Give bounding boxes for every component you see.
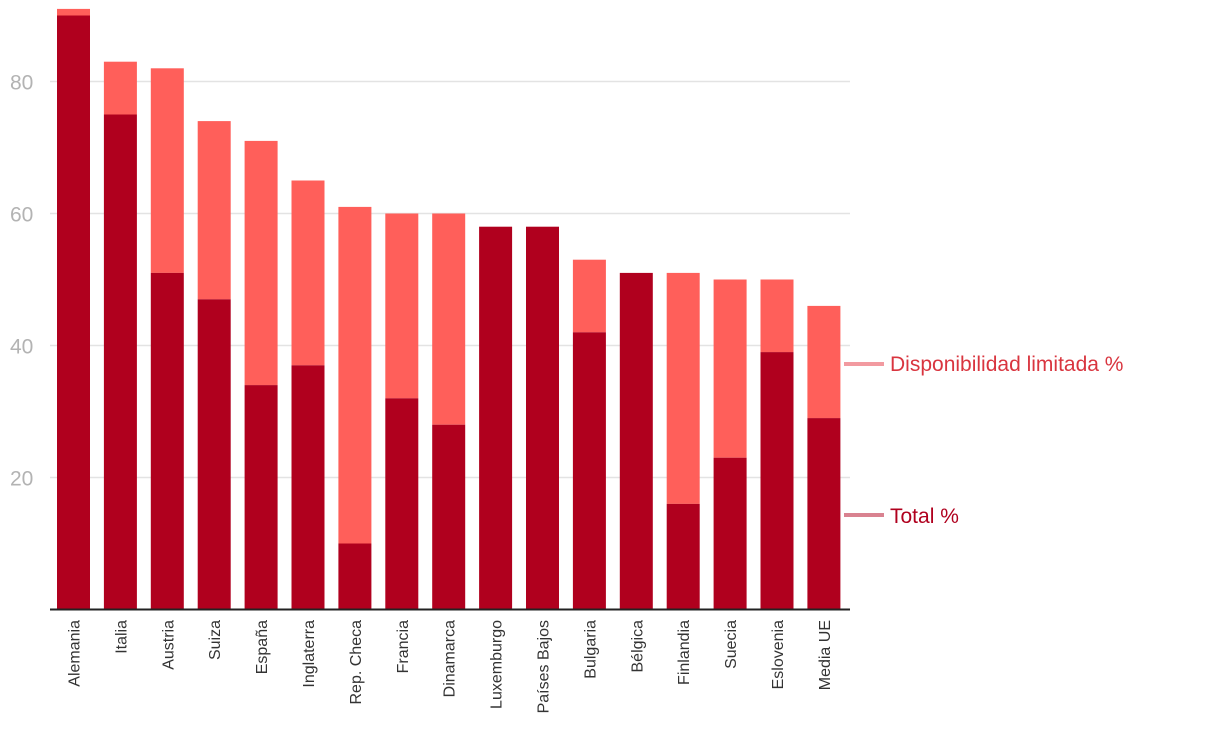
- bar-total-13: [666, 503, 700, 610]
- x-tick-label-4: España: [254, 620, 271, 674]
- bar-total-11: [572, 332, 606, 610]
- y-tick-label-80: 80: [10, 72, 33, 95]
- y-tick-label-20: 20: [10, 468, 33, 491]
- bar-limited-5: [291, 180, 325, 366]
- x-tick-label-11: Bulgaria: [582, 620, 599, 679]
- x-tick-label-0: Alemania: [67, 620, 84, 687]
- bar-limited-4: [244, 140, 278, 386]
- bar-total-16: [807, 418, 841, 610]
- x-tick-label-10: Países Bajos: [536, 620, 553, 713]
- x-tick-label-3: Suiza: [207, 620, 224, 660]
- bar-limited-13: [666, 272, 700, 504]
- bar-total-3: [197, 299, 231, 610]
- bar-limited-16: [807, 305, 841, 419]
- bar-limited-2: [150, 68, 184, 273]
- bar-limited-11: [572, 259, 606, 333]
- bar-total-9: [479, 226, 513, 610]
- x-tick-label-14: Suecia: [723, 620, 740, 669]
- bar-total-14: [713, 457, 747, 610]
- bar-total-15: [760, 352, 794, 610]
- bar-total-1: [103, 114, 137, 610]
- bar-limited-7: [385, 213, 419, 399]
- x-tick-label-6: Rep. Checa: [348, 620, 365, 705]
- bar-limited-3: [197, 121, 231, 300]
- bar-limited-8: [432, 213, 466, 425]
- bar-total-4: [244, 385, 278, 610]
- bars: [57, 8, 841, 610]
- legend-limited-label: Disponibilidad limitada %: [890, 353, 1123, 376]
- x-tick-label-8: Dinamarca: [442, 620, 459, 697]
- x-tick-label-9: Luxemburgo: [489, 620, 506, 709]
- y-axis-ticks: 20 40 60 80: [10, 72, 33, 491]
- bar-limited-15: [760, 279, 794, 353]
- bar-total-0: [57, 15, 90, 610]
- y-tick-label-40: 40: [10, 336, 33, 359]
- bar-total-10: [526, 226, 559, 610]
- x-tick-label-2: Austria: [160, 620, 177, 670]
- bar-limited-6: [338, 206, 372, 544]
- bar-total-5: [291, 365, 325, 610]
- x-tick-label-5: Inglaterra: [301, 620, 318, 688]
- bar-total-2: [150, 272, 184, 610]
- y-tick-label-60: 60: [10, 204, 33, 227]
- legend-total-label: Total %: [890, 505, 959, 528]
- bar-total-8: [432, 424, 466, 610]
- x-tick-label-16: Media UE: [817, 620, 834, 690]
- legend: Disponibilidad limitada % Total %: [844, 353, 1123, 528]
- bar-total-12: [619, 272, 653, 610]
- bar-limited-14: [713, 279, 747, 458]
- x-tick-label-1: Italia: [113, 620, 130, 654]
- bar-limited-1: [103, 61, 137, 115]
- bar-total-7: [385, 398, 419, 610]
- x-tick-label-13: Finlandia: [676, 620, 693, 685]
- bar-limited-0: [57, 8, 90, 16]
- bar-total-6: [338, 543, 372, 610]
- x-tick-label-7: Francia: [395, 620, 412, 673]
- x-tick-label-12: Bélgica: [629, 620, 646, 673]
- x-axis-labels: Alemania Italia Austria Suiza España Inglater…: [67, 620, 834, 713]
- x-tick-label-15: Eslovenia: [770, 620, 787, 689]
